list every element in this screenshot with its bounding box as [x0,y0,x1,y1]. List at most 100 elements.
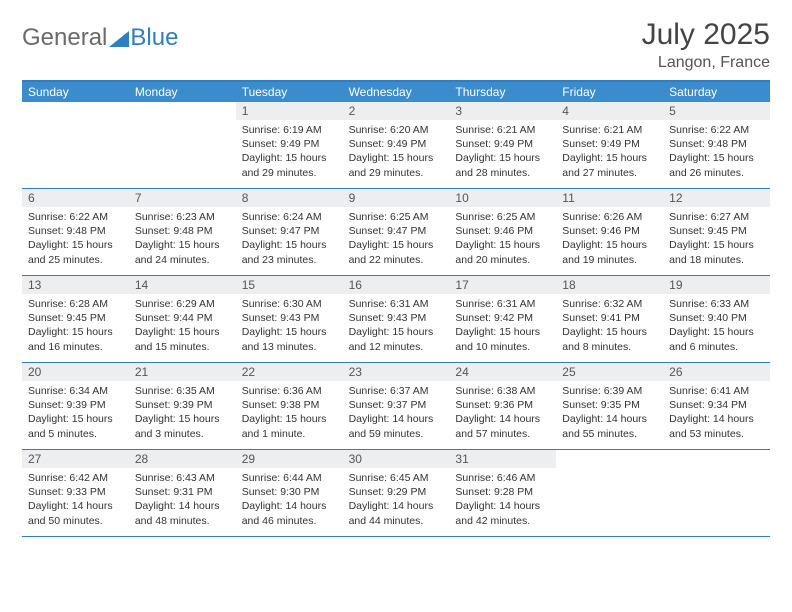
day-content: Sunrise: 6:44 AMSunset: 9:30 PMDaylight:… [236,468,343,532]
brand-part1: General [22,24,107,52]
day-content: Sunrise: 6:28 AMSunset: 9:45 PMDaylight:… [22,294,129,358]
day-number: 27 [22,450,129,468]
sunset-text: Sunset: 9:49 PM [455,137,550,151]
day-cell: 14Sunrise: 6:29 AMSunset: 9:44 PMDayligh… [129,276,236,362]
sunset-text: Sunset: 9:41 PM [562,311,657,325]
sunrise-text: Sunrise: 6:46 AM [455,471,550,485]
day-number: 25 [556,363,663,381]
day-cell [663,450,770,536]
day-cell: 2Sunrise: 6:20 AMSunset: 9:49 PMDaylight… [343,102,450,188]
weekday-header: Sunday [22,82,129,102]
sunset-text: Sunset: 9:49 PM [242,137,337,151]
day-number: 11 [556,189,663,207]
day-number: 13 [22,276,129,294]
daylight-text: Daylight: 15 hours and 29 minutes. [242,151,337,179]
day-cell: 31Sunrise: 6:46 AMSunset: 9:28 PMDayligh… [449,450,556,536]
title-block: July 2025 Langon, France [642,18,770,72]
day-content: Sunrise: 6:31 AMSunset: 9:42 PMDaylight:… [449,294,556,358]
day-content: Sunrise: 6:21 AMSunset: 9:49 PMDaylight:… [556,120,663,184]
weekday-header: Friday [556,82,663,102]
sunrise-text: Sunrise: 6:26 AM [562,210,657,224]
day-content: Sunrise: 6:22 AMSunset: 9:48 PMDaylight:… [663,120,770,184]
sunrise-text: Sunrise: 6:30 AM [242,297,337,311]
sunset-text: Sunset: 9:45 PM [669,224,764,238]
daylight-text: Daylight: 15 hours and 23 minutes. [242,238,337,266]
sunset-text: Sunset: 9:43 PM [349,311,444,325]
day-content: Sunrise: 6:34 AMSunset: 9:39 PMDaylight:… [22,381,129,445]
day-content: Sunrise: 6:31 AMSunset: 9:43 PMDaylight:… [343,294,450,358]
sunset-text: Sunset: 9:39 PM [135,398,230,412]
day-cell: 7Sunrise: 6:23 AMSunset: 9:48 PMDaylight… [129,189,236,275]
daylight-text: Daylight: 15 hours and 5 minutes. [28,412,123,440]
sunrise-text: Sunrise: 6:27 AM [669,210,764,224]
daylight-text: Daylight: 15 hours and 6 minutes. [669,325,764,353]
sunset-text: Sunset: 9:46 PM [562,224,657,238]
daylight-text: Daylight: 15 hours and 3 minutes. [135,412,230,440]
day-cell: 22Sunrise: 6:36 AMSunset: 9:38 PMDayligh… [236,363,343,449]
brand-logo: General Blue [22,18,178,52]
sunset-text: Sunset: 9:35 PM [562,398,657,412]
day-content: Sunrise: 6:37 AMSunset: 9:37 PMDaylight:… [343,381,450,445]
day-content: Sunrise: 6:25 AMSunset: 9:46 PMDaylight:… [449,207,556,271]
day-cell: 17Sunrise: 6:31 AMSunset: 9:42 PMDayligh… [449,276,556,362]
day-cell: 20Sunrise: 6:34 AMSunset: 9:39 PMDayligh… [22,363,129,449]
day-content: Sunrise: 6:39 AMSunset: 9:35 PMDaylight:… [556,381,663,445]
sunset-text: Sunset: 9:42 PM [455,311,550,325]
day-number: 14 [129,276,236,294]
sunrise-text: Sunrise: 6:42 AM [28,471,123,485]
day-number: 20 [22,363,129,381]
day-number: 28 [129,450,236,468]
daylight-text: Daylight: 15 hours and 26 minutes. [669,151,764,179]
sunrise-text: Sunrise: 6:43 AM [135,471,230,485]
day-number: 4 [556,102,663,120]
daylight-text: Daylight: 14 hours and 46 minutes. [242,499,337,527]
daylight-text: Daylight: 14 hours and 55 minutes. [562,412,657,440]
daylight-text: Daylight: 15 hours and 27 minutes. [562,151,657,179]
day-content: Sunrise: 6:42 AMSunset: 9:33 PMDaylight:… [22,468,129,532]
sunrise-text: Sunrise: 6:25 AM [349,210,444,224]
day-content: Sunrise: 6:21 AMSunset: 9:49 PMDaylight:… [449,120,556,184]
daylight-text: Daylight: 14 hours and 59 minutes. [349,412,444,440]
daylight-text: Daylight: 14 hours and 53 minutes. [669,412,764,440]
sunrise-text: Sunrise: 6:36 AM [242,384,337,398]
daylight-text: Daylight: 15 hours and 25 minutes. [28,238,123,266]
weekday-header: Wednesday [343,82,450,102]
sunrise-text: Sunrise: 6:22 AM [669,123,764,137]
sunset-text: Sunset: 9:47 PM [242,224,337,238]
sunset-text: Sunset: 9:30 PM [242,485,337,499]
daylight-text: Daylight: 15 hours and 29 minutes. [349,151,444,179]
day-cell: 28Sunrise: 6:43 AMSunset: 9:31 PMDayligh… [129,450,236,536]
week-row: 20Sunrise: 6:34 AMSunset: 9:39 PMDayligh… [22,363,770,450]
brand-part2: Blue [130,24,178,52]
day-number: 19 [663,276,770,294]
day-cell: 24Sunrise: 6:38 AMSunset: 9:36 PMDayligh… [449,363,556,449]
sunrise-text: Sunrise: 6:21 AM [455,123,550,137]
location: Langon, France [642,54,770,72]
day-cell: 15Sunrise: 6:30 AMSunset: 9:43 PMDayligh… [236,276,343,362]
daylight-text: Daylight: 14 hours and 57 minutes. [455,412,550,440]
day-cell: 21Sunrise: 6:35 AMSunset: 9:39 PMDayligh… [129,363,236,449]
sunrise-text: Sunrise: 6:22 AM [28,210,123,224]
day-number: 29 [236,450,343,468]
day-cell [556,450,663,536]
day-number: 8 [236,189,343,207]
day-number: 6 [22,189,129,207]
sunset-text: Sunset: 9:40 PM [669,311,764,325]
sunrise-text: Sunrise: 6:28 AM [28,297,123,311]
weekday-header: Tuesday [236,82,343,102]
day-cell: 19Sunrise: 6:33 AMSunset: 9:40 PMDayligh… [663,276,770,362]
day-number [556,450,663,468]
day-number [663,450,770,468]
sunrise-text: Sunrise: 6:39 AM [562,384,657,398]
day-cell: 16Sunrise: 6:31 AMSunset: 9:43 PMDayligh… [343,276,450,362]
day-content: Sunrise: 6:38 AMSunset: 9:36 PMDaylight:… [449,381,556,445]
sunset-text: Sunset: 9:48 PM [669,137,764,151]
daylight-text: Daylight: 15 hours and 1 minute. [242,412,337,440]
weekday-header: Monday [129,82,236,102]
day-cell: 18Sunrise: 6:32 AMSunset: 9:41 PMDayligh… [556,276,663,362]
day-content: Sunrise: 6:30 AMSunset: 9:43 PMDaylight:… [236,294,343,358]
day-number: 3 [449,102,556,120]
sunset-text: Sunset: 9:28 PM [455,485,550,499]
sunrise-text: Sunrise: 6:45 AM [349,471,444,485]
sunrise-text: Sunrise: 6:25 AM [455,210,550,224]
